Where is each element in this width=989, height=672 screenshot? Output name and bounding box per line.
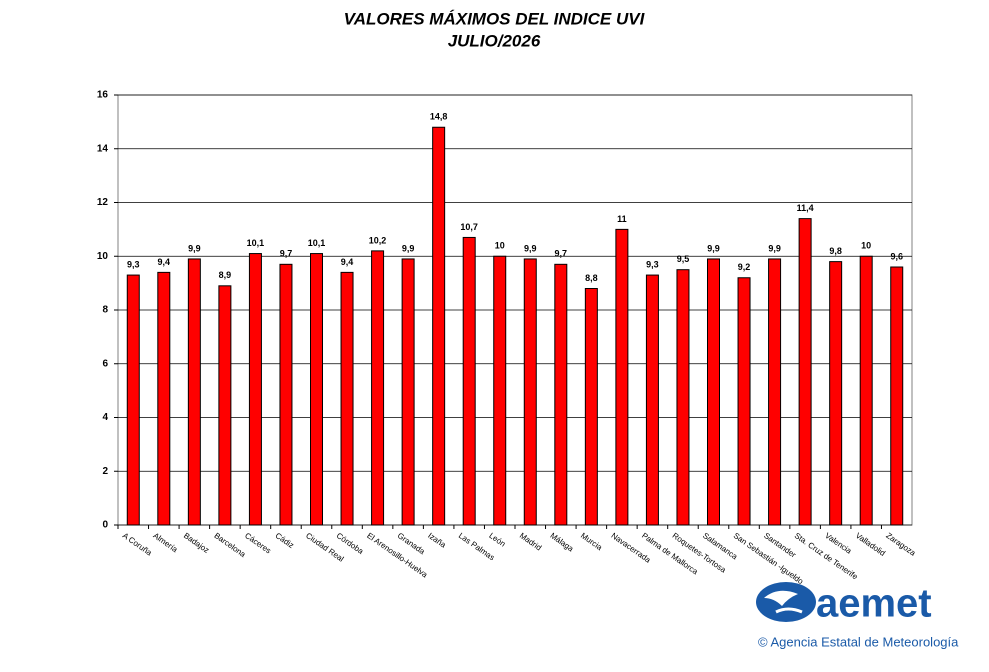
bar — [584, 288, 598, 526]
value-label: 9,9 — [707, 243, 720, 253]
x-tick-label: Izaña — [426, 531, 448, 550]
value-label: 9,7 — [555, 249, 568, 259]
x-tick-label: Almería — [151, 531, 179, 554]
x-tick-label: A Coruña — [121, 531, 154, 558]
x-tick-label: Málaga — [548, 531, 575, 554]
bar — [615, 228, 629, 526]
x-tick-label: Badajoz — [182, 531, 211, 555]
y-tick-label: 12 — [97, 197, 109, 208]
value-label: 9,9 — [188, 243, 201, 253]
x-tick-label: León — [487, 531, 507, 549]
value-label: 8,9 — [219, 270, 232, 280]
y-tick-label: 4 — [102, 412, 108, 423]
bar — [645, 274, 659, 526]
bar — [798, 218, 812, 526]
value-label: 9,6 — [890, 251, 903, 261]
value-label: 10,1 — [308, 238, 326, 248]
bar — [462, 236, 476, 526]
chart-subtitle: JULIO/2026 — [448, 31, 541, 50]
x-tick-label: Cádiz — [274, 531, 296, 550]
y-tick-label: 2 — [102, 466, 108, 477]
bar — [676, 269, 690, 526]
value-label: 9,9 — [524, 243, 537, 253]
bar — [248, 253, 262, 526]
bar — [523, 258, 537, 526]
bar — [279, 263, 293, 526]
value-label: 9,4 — [158, 257, 171, 267]
value-label: 10,7 — [460, 222, 478, 232]
logo-swirl — [775, 607, 803, 614]
x-tick-label: Cáceres — [243, 531, 273, 555]
value-label: 9,8 — [829, 246, 842, 256]
bar — [768, 258, 782, 526]
bar — [157, 271, 171, 526]
bar — [340, 271, 354, 526]
logo: aemet © Agencia Estatal de Meteorología — [756, 582, 959, 649]
value-label: 11,4 — [797, 203, 814, 213]
chart-title: VALORES MÁXIMOS DEL INDICE UVI — [344, 9, 646, 28]
value-label: 8,8 — [585, 273, 598, 283]
logo-caption: © Agencia Estatal de Meteorología — [758, 634, 959, 649]
value-label: 11 — [617, 214, 627, 224]
bar — [737, 277, 751, 526]
value-label: 9,3 — [127, 259, 140, 269]
x-tick-label: Murcia — [579, 531, 604, 552]
bar — [187, 258, 201, 526]
value-label: 10 — [495, 241, 505, 251]
bar — [707, 258, 720, 526]
logo-text: aemet — [816, 582, 932, 626]
y-tick-label: 14 — [97, 143, 109, 154]
bar — [554, 263, 568, 526]
value-label: 10,2 — [369, 235, 387, 245]
value-label: 9,9 — [768, 243, 781, 253]
bar — [401, 258, 415, 526]
bar — [126, 274, 140, 526]
logo-swirl — [764, 590, 798, 606]
y-tick-label: 6 — [102, 358, 108, 369]
y-tick-label: 16 — [97, 90, 109, 101]
bar — [371, 250, 385, 526]
value-label: 9,2 — [738, 262, 751, 272]
value-label: 9,5 — [677, 254, 690, 264]
value-label: 9,3 — [646, 259, 659, 269]
value-label: 9,4 — [341, 257, 354, 267]
bar — [310, 253, 323, 526]
bar — [859, 255, 873, 526]
bar — [890, 266, 904, 526]
x-tick-label: Valladolid — [854, 531, 887, 558]
bar — [829, 261, 843, 526]
y-tick-label: 0 — [102, 520, 108, 531]
x-tick-label: Madrid — [518, 531, 543, 552]
bar — [493, 255, 507, 526]
value-label: 10,1 — [247, 238, 265, 248]
value-label: 9,9 — [402, 243, 415, 253]
value-label: 14,8 — [430, 112, 448, 122]
bar — [218, 285, 232, 526]
x-tick-label: Zaragoza — [884, 531, 917, 558]
bar — [432, 126, 446, 526]
x-tick-label: Barcelona — [213, 531, 248, 559]
y-tick-label: 10 — [97, 251, 109, 262]
value-label: 10 — [861, 241, 871, 251]
value-label: 9,7 — [280, 249, 293, 259]
y-tick-label: 8 — [102, 305, 108, 316]
logo-mark — [756, 582, 816, 622]
